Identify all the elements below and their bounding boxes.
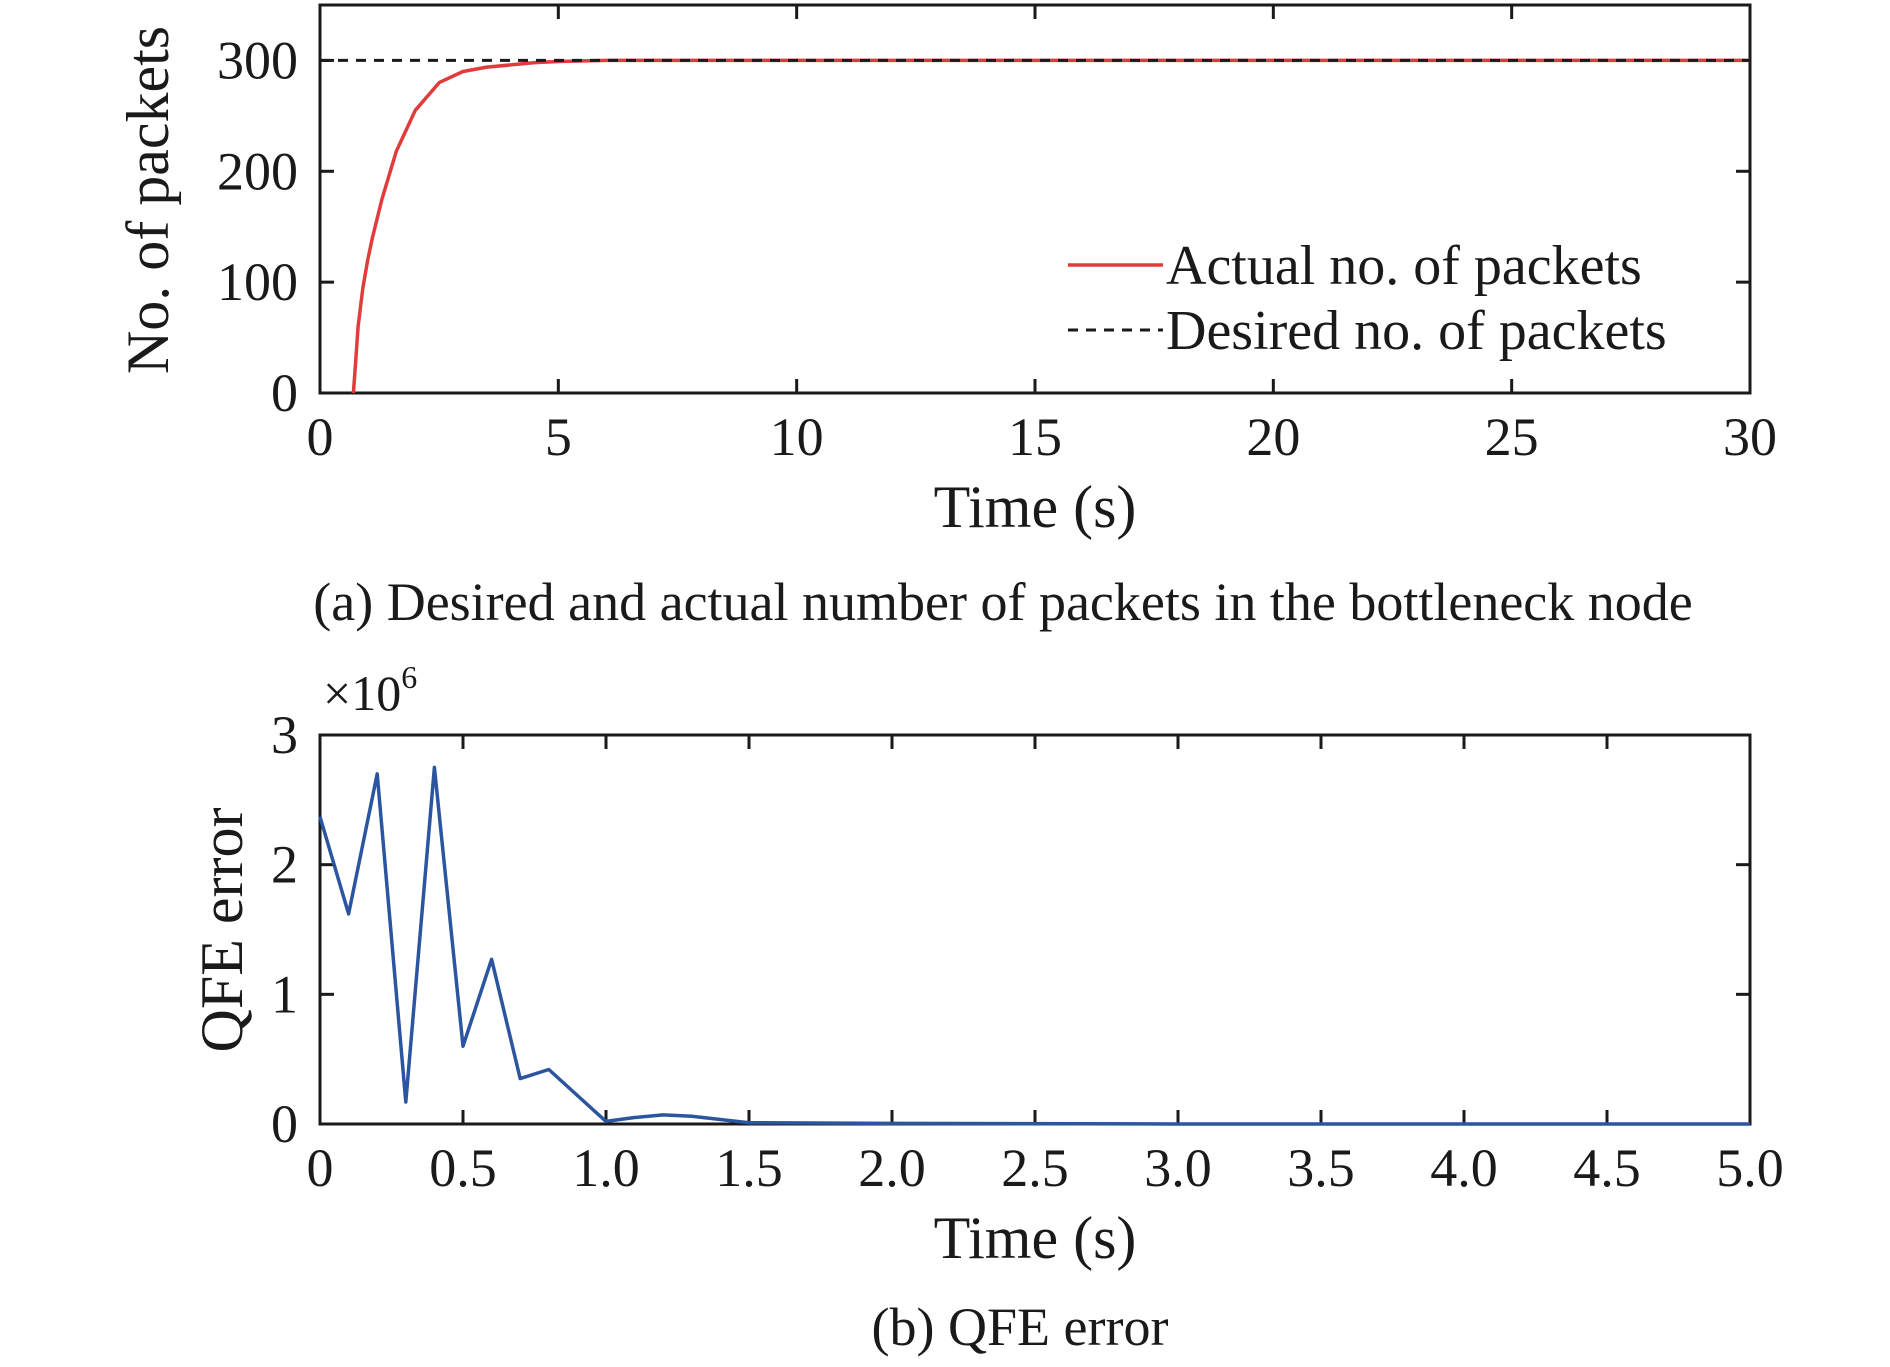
y-tick-label: 100 [217,252,298,312]
y-axis-label-a: No. of packets [115,26,181,374]
y-axis-label-b: QFE error [189,808,255,1053]
caption-b: (b) QFE error [872,1297,1169,1357]
y-tick-label: 1 [271,964,298,1024]
y-tick-label: 0 [271,1094,298,1154]
x-tick-label: 1.0 [572,1138,640,1198]
x-tick-label: 2.0 [858,1138,926,1198]
x-tick-label: 0 [307,1138,334,1198]
x-tick-label: 5.0 [1716,1138,1784,1198]
legend-label-actual: Actual no. of packets [1166,235,1642,297]
x-tick-label: 3.0 [1144,1138,1212,1198]
y-tick-label: 0 [271,363,298,423]
series-line-a-0 [351,58,1750,394]
x-tick-label: 0 [307,407,334,467]
x-axis-b: 0 0.5 1.0 1.5 2.0 2.5 3.0 3.5 4.0 4.5 5.0 [307,735,1784,1198]
series-line-b-0 [318,765,1750,1126]
legend: Actual no. of packets Desired no. of pac… [1068,235,1667,362]
x-tick-label: 4.0 [1430,1138,1498,1198]
y-tick-label: 3 [271,705,298,765]
plot-area-b [318,733,1752,1126]
y-multiplier-base: ×10 [323,665,401,721]
y-multiplier: ×106 [323,659,417,721]
panel-a: 0 5 10 15 20 25 30 0 100 200 300 Actual no. of pa… [115,3,1777,632]
x-tick-label: 20 [1246,407,1300,467]
x-tick-label: 15 [1008,407,1062,467]
caption-a: (a) Desired and actual number of packets… [313,572,1692,632]
y-multiplier-exponent: 6 [401,659,417,695]
series-group-a [320,58,1750,394]
x-tick-label: 3.5 [1287,1138,1355,1198]
x-tick-label: 10 [770,407,824,467]
x-axis-label-b: Time (s) [934,1205,1137,1271]
x-axis-label-a: Time (s) [934,474,1137,540]
y-tick-label: 2 [271,835,298,895]
x-tick-label: 2.5 [1001,1138,1069,1198]
y-axis-a: 0 100 200 300 [217,30,1750,423]
panel-b: 0 0.5 1.0 1.5 2.0 2.5 3.0 3.5 4.0 4.5 5.0 0 1 2 3 ×10… [189,659,1784,1357]
x-tick-label: 5 [545,407,572,467]
legend-label-desired: Desired no. of packets [1166,300,1667,362]
x-tick-label: 4.5 [1573,1138,1641,1198]
x-tick-label: 0.5 [429,1138,497,1198]
plot-area-a [318,3,1752,395]
x-axis-a: 0 5 10 15 20 25 30 [307,5,1777,467]
x-tick-label: 1.5 [715,1138,783,1198]
x-tick-label: 30 [1723,407,1777,467]
x-tick-label: 25 [1485,407,1539,467]
series-group-b [318,765,1750,1126]
y-tick-label: 200 [217,141,298,201]
y-axis-b: 0 1 2 3 [271,705,1750,1154]
y-tick-label: 300 [217,30,298,90]
